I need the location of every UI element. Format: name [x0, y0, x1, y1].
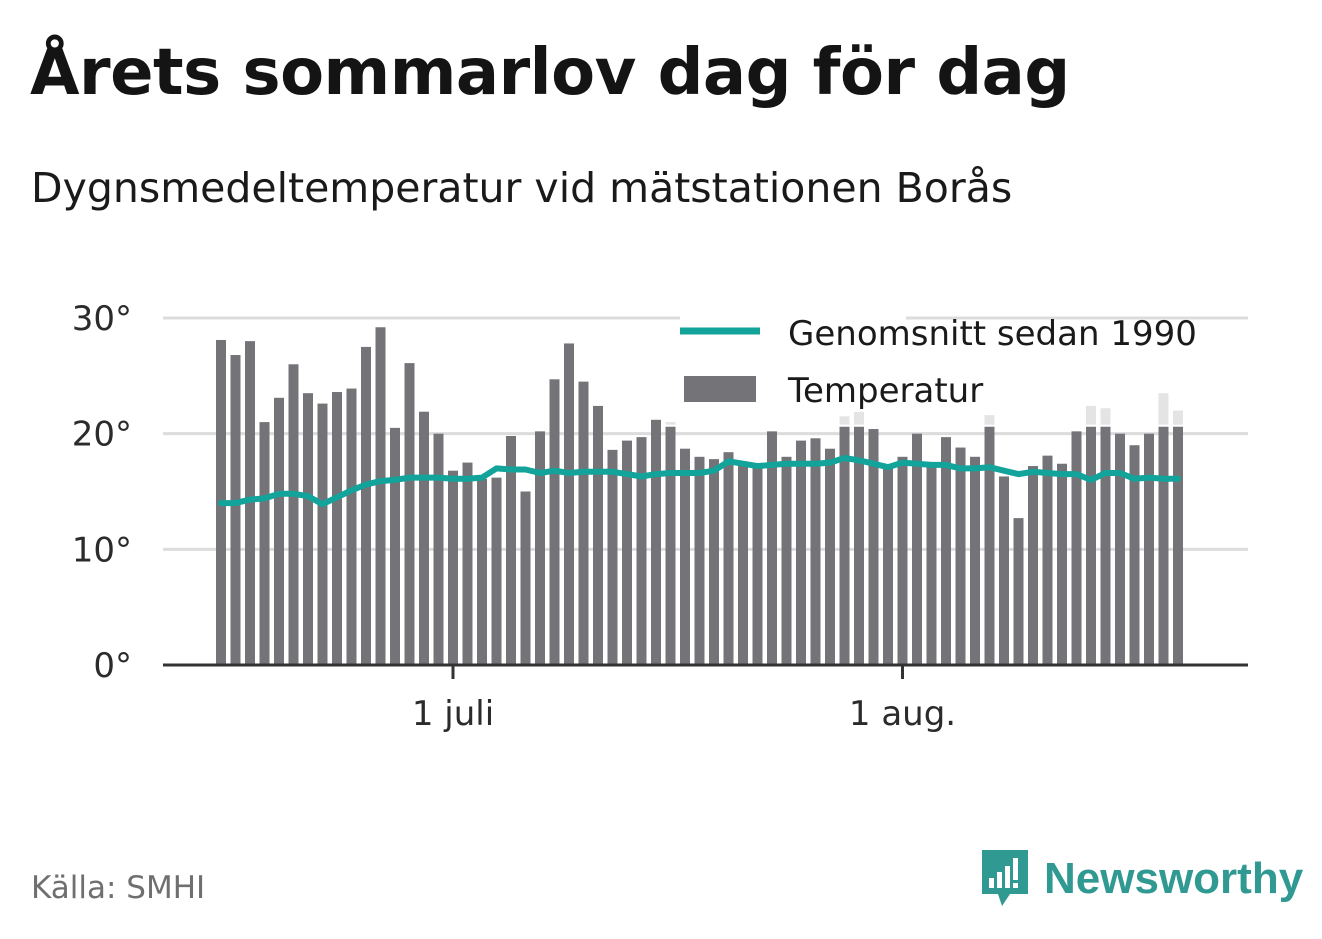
temperature-range-bar — [665, 422, 676, 425]
temperature-bar — [593, 405, 603, 665]
temperature-bar — [912, 433, 922, 665]
temperature-bar — [607, 449, 618, 665]
temperature-bar — [549, 379, 560, 665]
temperature-range-bar — [1158, 393, 1169, 425]
temperature-bar — [651, 419, 661, 665]
temperature-bar — [839, 426, 850, 665]
average-line — [218, 455, 1181, 508]
temperature-bar — [332, 392, 342, 665]
temperature-bar — [303, 393, 313, 665]
temperature-bar — [781, 456, 792, 665]
temperature-bar — [897, 456, 908, 665]
temperature-bar — [665, 426, 676, 665]
temperature-bar — [1042, 455, 1053, 665]
temperature-bar — [1100, 426, 1111, 665]
temperature-bar — [723, 452, 734, 665]
temperature-bar — [477, 478, 487, 665]
temperature-bar — [1173, 426, 1183, 665]
average-line-group — [218, 455, 1181, 508]
temperature-range-bar — [1100, 408, 1111, 425]
temperature-bar — [955, 447, 966, 665]
temperature-bar — [926, 464, 937, 665]
temperature-bar — [1144, 433, 1154, 665]
temperature-bar — [535, 431, 545, 665]
newsworthy-logo: Newsworthy — [980, 848, 1303, 910]
temperature-bar — [941, 437, 951, 665]
chart-title: Årets sommarlov dag för dag — [30, 36, 1070, 110]
temperature-bar — [825, 448, 835, 665]
temperature-bar — [433, 433, 444, 665]
temperature-bar — [694, 456, 705, 665]
temperature-bar — [564, 343, 574, 665]
temperature-bar — [1158, 426, 1169, 665]
temperature-bars — [216, 327, 1183, 665]
x-tick-label: 1 juli — [412, 694, 494, 734]
temperature-bar — [752, 466, 763, 665]
y-tick-label: 30° — [72, 299, 132, 339]
temperature-range-bar — [1086, 405, 1096, 425]
temperature-bar — [1129, 445, 1140, 665]
temperature-bar — [709, 459, 719, 665]
temperature-bar — [346, 388, 357, 665]
y-tick-label: 0° — [93, 646, 132, 686]
temperature-bar — [810, 438, 821, 665]
legend-label-temperature: Temperatur — [787, 371, 983, 411]
newsworthy-logo-icon — [982, 850, 1028, 906]
temperature-bar — [622, 440, 632, 665]
temperature-bar — [1057, 463, 1067, 665]
temperature-bar — [738, 461, 748, 665]
temperature-bar — [1071, 431, 1082, 665]
temperature-bar — [375, 327, 386, 665]
temperature-bar — [796, 440, 806, 665]
y-tick-label: 20° — [72, 415, 132, 455]
temperature-bar — [999, 476, 1009, 665]
temperature-bar — [984, 426, 995, 665]
temperature-bar — [680, 448, 690, 665]
temperature-bar — [419, 411, 429, 665]
temperature-bar — [230, 355, 241, 665]
temperature-bar — [1086, 426, 1096, 665]
temperature-bar — [288, 364, 299, 665]
temperature-bar — [462, 462, 473, 665]
temperature-bar — [520, 491, 531, 665]
temperature-range-bar — [839, 416, 850, 425]
temperature-bar — [970, 456, 980, 665]
temperature-bar — [245, 341, 255, 665]
y-tick-label: 10° — [72, 530, 132, 570]
temperature-bar — [883, 466, 893, 665]
temperature-bar — [1115, 433, 1125, 665]
temperature-chart: 0° 10° 20° 30° 1 juli 1 aug. Genomsnitt sedan… — [72, 299, 1248, 734]
temperature-bar — [868, 429, 879, 665]
temperature-bar — [259, 422, 270, 665]
temperature-bar — [317, 403, 328, 665]
temperature-range-bar — [854, 404, 864, 425]
temperature-bar — [636, 437, 647, 665]
temperature-bar — [1028, 466, 1038, 665]
x-tick-label: 1 aug. — [849, 694, 956, 734]
temperature-range-bar — [1173, 410, 1183, 425]
temperature-bar — [448, 470, 458, 665]
temperature-bar — [1013, 518, 1024, 665]
chart-legend: Genomsnitt sedan 1990 Temperatur — [680, 314, 1197, 412]
temperature-range-bar — [984, 415, 995, 425]
temperature-bar — [404, 363, 415, 665]
temperature-bar — [390, 427, 400, 665]
source-note: Källa: SMHI — [31, 870, 206, 906]
temperature-bar — [506, 435, 516, 665]
temperature-bar — [767, 431, 777, 665]
temperature-bar — [854, 426, 864, 665]
temperature-bar — [491, 477, 502, 665]
chart-subtitle: Dygnsmedeltemperatur vid mätstationen Bo… — [31, 164, 1013, 212]
brand-name: Newsworthy — [1044, 854, 1304, 903]
legend-label-average: Genomsnitt sedan 1990 — [788, 314, 1197, 354]
temperature-bar — [361, 346, 371, 665]
axes: 0° 10° 20° 30° 1 juli 1 aug. — [72, 299, 1248, 734]
temperature-bar — [578, 381, 589, 665]
legend-bar-swatch — [684, 376, 756, 402]
temperature-bar — [274, 397, 284, 665]
